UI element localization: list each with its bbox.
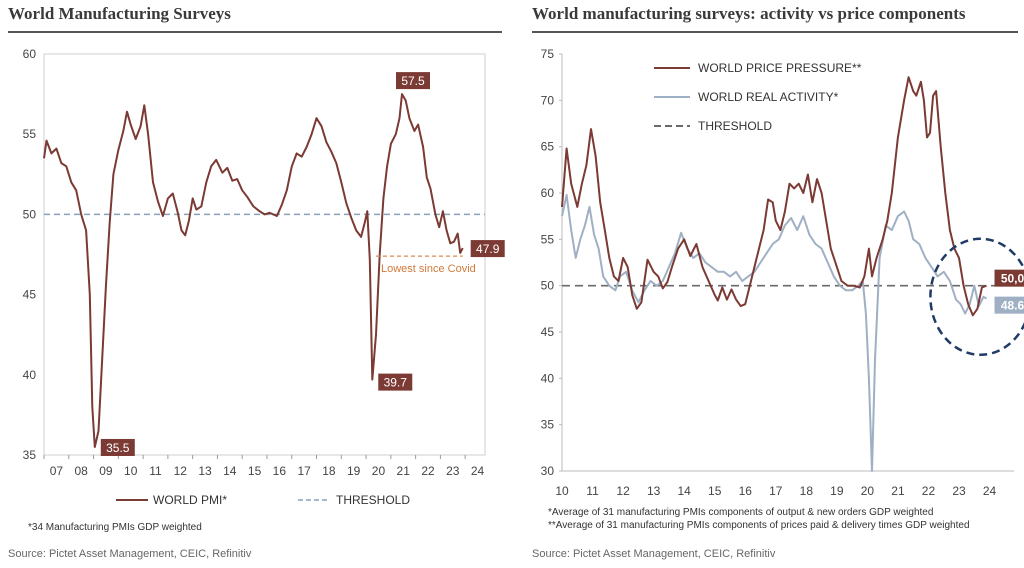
lowest-since-covid-label: Lowest since Covid [381,263,476,275]
x-tick-label: 20 [861,484,875,498]
y-tick-label: 30 [541,464,555,478]
x-tick-label: 13 [647,484,661,498]
y-tick-label: 35 [541,418,555,432]
highlight-circle [929,237,1024,357]
value-label-box [100,438,135,456]
x-tick-label: 15 [248,464,262,478]
right-footnote-2: **Average of 31 manufacturing PMIs compo… [548,520,970,531]
y-tick-label: 60 [23,47,37,61]
x-tick-label: 18 [800,484,814,498]
legend-world-real-activity-label: WORLD REAL ACTIVITY* [698,90,839,104]
world-real-activity-line [561,193,988,472]
world-pmi-line [43,93,464,448]
real-activity-value-box [994,296,1024,314]
x-tick-label: 18 [322,464,336,478]
x-tick-label: 15 [708,484,722,498]
x-tick-label: 14 [677,484,691,498]
left-title-rule [8,31,502,33]
value-label: 57.5 [401,74,425,88]
x-tick-label: 08 [74,464,88,478]
x-tick-label: 14 [223,464,237,478]
x-tick-label: 19 [830,484,844,498]
x-tick-label: 22 [421,464,435,478]
legend-threshold-label: THRESHOLD [698,119,772,133]
x-tick-label: 23 [446,464,460,478]
left-chart: 35 40 45 50 55 60 07 08 09 10 11 12 13 14 15 16 17 18 19 20… [23,47,505,507]
x-tick-label: 13 [198,464,212,478]
right-footnote-1: *Average of 31 manufacturing PMIs compon… [548,507,934,518]
y-tick-label: 40 [23,368,37,382]
x-tick-label: 24 [983,484,997,498]
value-label-box [470,240,505,258]
value-label-box [378,373,413,391]
left-chart-title: World Manufacturing Surveys [8,4,231,23]
x-tick-label: 23 [952,484,966,498]
x-tick-label: 12 [616,484,630,498]
y-tick-label: 55 [541,232,555,246]
right-chart-title: World manufacturing surveys: activity vs… [532,4,966,23]
left-footnote: *34 Manufacturing PMIs GDP weighted [28,522,202,533]
x-tick-label: 19 [347,464,361,478]
value-label: 35.5 [106,441,130,455]
legend-threshold-label: THRESHOLD [336,493,410,507]
x-tick-label: 11 [149,464,162,478]
y-tick-label: 45 [541,325,555,339]
y-tick-label: 65 [541,140,555,154]
y-tick-label: 70 [541,93,555,107]
x-tick-label: 22 [922,484,936,498]
y-tick-label: 45 [23,288,37,302]
x-tick-label: 17 [297,464,311,478]
x-tick-label: 10 [555,484,569,498]
value-label: 39.7 [384,376,408,390]
y-tick-label: 55 [23,127,37,141]
x-tick-label: 24 [471,464,485,478]
y-tick-label: 40 [541,371,555,385]
x-tick-label: 11 [586,484,599,498]
x-tick-label: 12 [174,464,188,478]
x-tick-label: 16 [273,464,287,478]
left-source: Source: Pictet Asset Management, CEIC, R… [8,548,252,560]
legend-world-price-pressure-label: WORLD PRICE PRESSURE** [698,61,862,75]
right-title-rule [532,31,1018,33]
y-tick-label: 50 [23,207,37,221]
y-tick-label: 35 [23,448,37,462]
y-tick-label: 75 [541,47,555,61]
right-chart: 30 35 40 45 50 55 60 65 70 75 10 11 12 13 14 15 16 17 18 19… [541,47,1024,498]
price-pressure-value-box [994,269,1024,287]
value-label: 47.9 [476,242,500,256]
y-tick-label: 60 [541,186,555,200]
x-tick-label: 07 [50,464,64,478]
x-tick-label: 17 [769,484,783,498]
plot-frame [43,53,486,456]
value-label-box [396,72,431,90]
x-tick-label: 21 [397,464,411,478]
legend-world-pmi-label: WORLD PMI* [153,493,227,507]
x-tick-label: 10 [124,464,138,478]
x-tick-label: 09 [99,464,113,478]
right-source: Source: Pictet Asset Management, CEIC, R… [532,548,776,560]
world-price-pressure-line [561,76,987,317]
price-pressure-value: 50,0 [1001,272,1024,286]
y-tick-label: 50 [541,279,555,293]
x-tick-label: 21 [891,484,905,498]
x-tick-label: 20 [372,464,386,478]
real-activity-value: 48.6 [1001,299,1024,313]
x-tick-label: 16 [739,484,753,498]
